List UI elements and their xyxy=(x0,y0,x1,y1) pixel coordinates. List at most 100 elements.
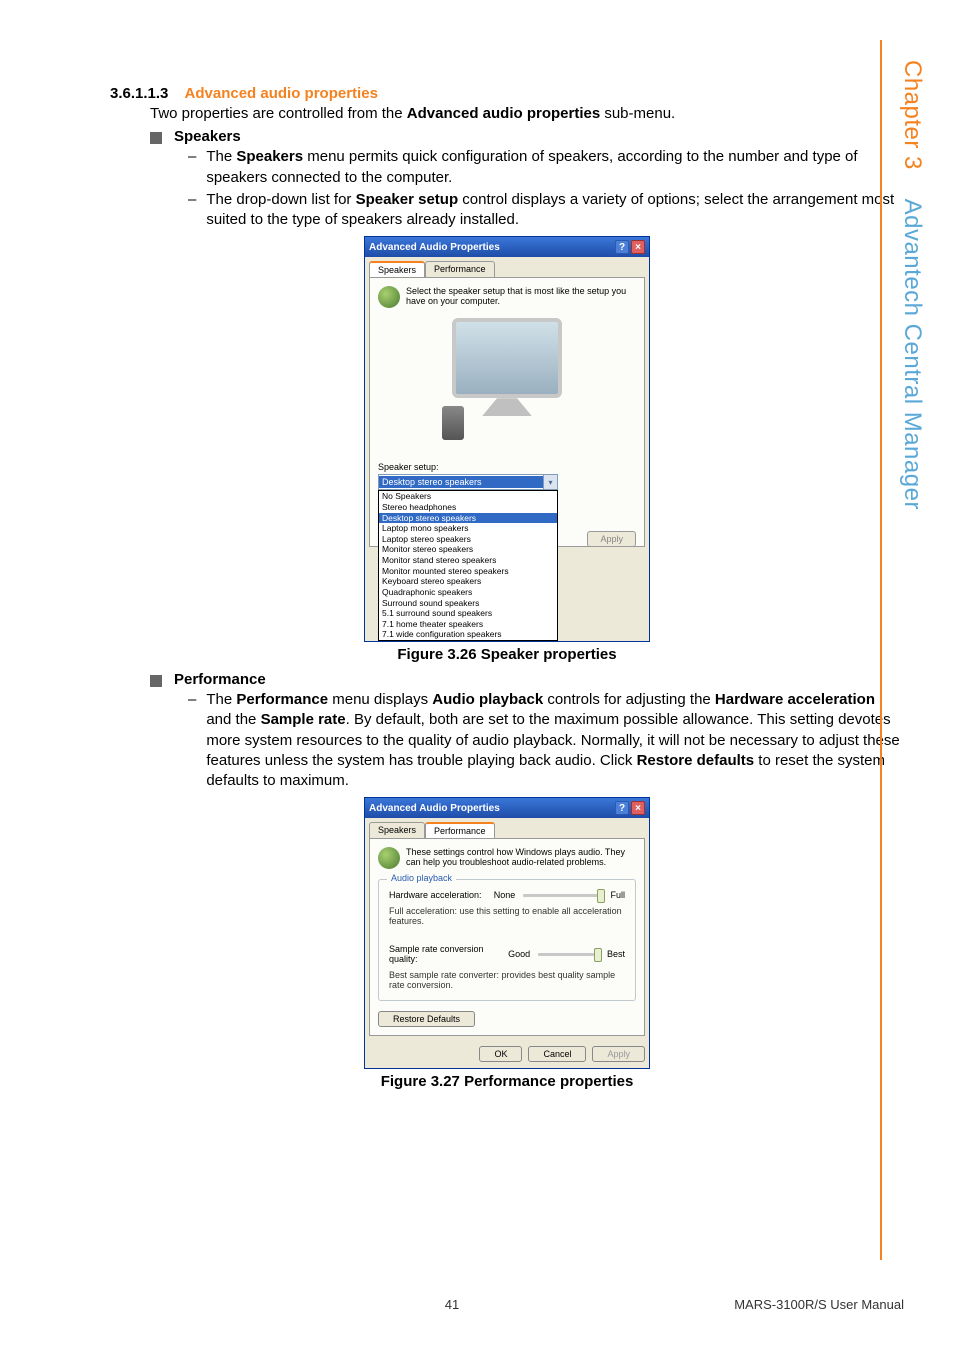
dropdown-option[interactable]: Laptop mono speakers xyxy=(379,523,557,534)
close-icon[interactable]: × xyxy=(631,801,645,815)
combo-selected: Desktop stereo speakers xyxy=(379,476,543,488)
page-number: 41 xyxy=(445,1297,459,1312)
t: and the xyxy=(206,711,260,728)
slider-min: Good xyxy=(508,949,530,959)
t: The xyxy=(206,148,236,165)
t: Audio playback xyxy=(432,691,543,708)
chevron-down-icon[interactable]: ▾ xyxy=(543,475,557,489)
intro-after: sub-menu. xyxy=(600,105,675,122)
cancel-button[interactable]: Cancel xyxy=(528,1046,586,1062)
close-icon[interactable]: × xyxy=(631,240,645,254)
sidebar-chapter-tab: Chapter 3 Advantech Central Manager xyxy=(898,60,926,510)
performance-heading: Performance xyxy=(174,671,266,688)
tabs-row: Speakers Performance xyxy=(365,818,649,838)
tab-performance[interactable]: Performance xyxy=(425,822,495,838)
speakers-sub-2: – The drop-down list for Speaker setup c… xyxy=(188,190,904,231)
dropdown-option[interactable]: Monitor stereo speakers xyxy=(379,544,557,555)
performance-sub-1: – The Performance menu displays Audio pl… xyxy=(188,690,904,791)
speaker-device-icon xyxy=(378,847,400,869)
speaker-setup-dropdown[interactable]: No SpeakersStereo headphonesDesktop ster… xyxy=(378,490,558,641)
speaker-device-icon xyxy=(378,286,400,308)
t: Speaker setup xyxy=(356,191,459,208)
ok-button[interactable]: OK xyxy=(479,1046,522,1062)
bullet-speakers: Speakers xyxy=(150,128,904,145)
group-title: Audio playback xyxy=(387,873,456,883)
dropdown-option[interactable]: 7.1 home theater speakers xyxy=(379,619,557,630)
tab-performance[interactable]: Performance xyxy=(425,261,495,277)
sidebar-accent-line xyxy=(880,40,882,1260)
t: Performance xyxy=(236,691,328,708)
square-bullet-icon xyxy=(150,132,162,144)
t: menu permits quick configuration of spea… xyxy=(206,148,857,185)
t: Sample rate xyxy=(261,711,346,728)
dialog-title: Advanced Audio Properties xyxy=(369,803,500,814)
dropdown-option[interactable]: No Speakers xyxy=(379,491,557,502)
manual-name: MARS-3100R/S User Manual xyxy=(734,1297,904,1312)
intro-bold: Advanced audio properties xyxy=(407,105,600,122)
performance-properties-dialog: Advanced Audio Properties ? × Speakers P… xyxy=(364,797,650,1069)
figure-1-caption: Figure 3.26 Speaker properties xyxy=(110,646,904,663)
intro-before: Two properties are controlled from the xyxy=(150,105,407,122)
audio-playback-group: Audio playback Hardware acceleration: No… xyxy=(378,879,636,1001)
speaker-setup-combo[interactable]: Desktop stereo speakers ▾ xyxy=(378,474,558,490)
slider-max: Best xyxy=(607,949,625,959)
t: The drop-down list for xyxy=(206,191,355,208)
dash-icon: – xyxy=(188,147,196,188)
dialog-info-text: These settings control how Windows plays… xyxy=(406,847,636,867)
section-title: Advanced audio properties xyxy=(185,85,378,102)
dropdown-option[interactable]: Keyboard stereo speakers xyxy=(379,576,557,587)
bullet-performance: Performance xyxy=(150,671,904,688)
speakers-sub-1: – The Speakers menu permits quick config… xyxy=(188,147,904,188)
speaker-setup-label: Speaker setup: xyxy=(378,462,636,472)
apply-button[interactable]: Apply xyxy=(592,1046,645,1062)
hw-accel-desc: Full acceleration: use this setting to e… xyxy=(389,906,625,926)
sample-rate-desc: Best sample rate converter: provides bes… xyxy=(389,970,625,990)
t: The xyxy=(206,691,236,708)
sample-rate-slider[interactable] xyxy=(538,953,599,956)
apply-button[interactable]: Apply xyxy=(587,531,636,547)
chapter-title: Advantech Central Manager xyxy=(899,199,926,510)
dropdown-option[interactable]: Stereo headphones xyxy=(379,502,557,513)
hw-accel-slider[interactable] xyxy=(523,894,602,897)
speakers-heading: Speakers xyxy=(174,128,241,145)
figure-2-caption: Figure 3.27 Performance properties xyxy=(110,1073,904,1090)
dropdown-option[interactable]: Desktop stereo speakers xyxy=(379,513,557,524)
slider-thumb-icon[interactable] xyxy=(594,948,602,962)
t: menu displays xyxy=(328,691,432,708)
section-number: 3.6.1.1.3 xyxy=(110,85,168,102)
sample-rate-label: Sample rate conversion quality: xyxy=(389,944,500,964)
dropdown-option[interactable]: Monitor mounted stereo speakers xyxy=(379,566,557,577)
t: controls for adjusting the xyxy=(543,691,715,708)
chapter-label: Chapter 3 xyxy=(899,60,926,170)
dropdown-option[interactable]: Surround sound speakers xyxy=(379,598,557,609)
slider-thumb-icon[interactable] xyxy=(597,889,605,903)
dash-icon: – xyxy=(188,190,196,231)
section-intro: Two properties are controlled from the A… xyxy=(150,104,904,124)
tabs-row: Speakers Performance xyxy=(365,257,649,277)
dropdown-option[interactable]: Monitor stand stereo speakers xyxy=(379,555,557,566)
dialog-button-row: OK Cancel Apply xyxy=(365,1040,649,1068)
speaker-properties-dialog: Advanced Audio Properties ? × Speakers P… xyxy=(364,236,650,642)
hw-accel-label: Hardware acceleration: xyxy=(389,890,486,900)
dialog-title: Advanced Audio Properties xyxy=(369,242,500,253)
square-bullet-icon xyxy=(150,675,162,687)
dash-icon: – xyxy=(188,690,196,791)
t: Hardware acceleration xyxy=(715,691,875,708)
monitor-illustration xyxy=(432,318,582,448)
t: Restore defaults xyxy=(637,752,755,769)
slider-max: Full xyxy=(610,890,625,900)
dialog-titlebar: Advanced Audio Properties ? × xyxy=(365,798,649,818)
help-icon[interactable]: ? xyxy=(615,801,629,815)
dialog-info-text: Select the speaker setup that is most li… xyxy=(406,286,636,306)
tab-speakers[interactable]: Speakers xyxy=(369,261,425,277)
restore-defaults-button[interactable]: Restore Defaults xyxy=(378,1011,475,1027)
dropdown-option[interactable]: Quadraphonic speakers xyxy=(379,587,557,598)
dropdown-option[interactable]: Laptop stereo speakers xyxy=(379,534,557,545)
tab-speakers[interactable]: Speakers xyxy=(369,822,425,838)
help-icon[interactable]: ? xyxy=(615,240,629,254)
slider-min: None xyxy=(494,890,516,900)
section-heading: 3.6.1.1.3 Advanced audio properties xyxy=(110,85,904,102)
dropdown-option[interactable]: 5.1 surround sound speakers xyxy=(379,608,557,619)
dropdown-option[interactable]: 7.1 wide configuration speakers xyxy=(379,629,557,640)
dialog-titlebar: Advanced Audio Properties ? × xyxy=(365,237,649,257)
